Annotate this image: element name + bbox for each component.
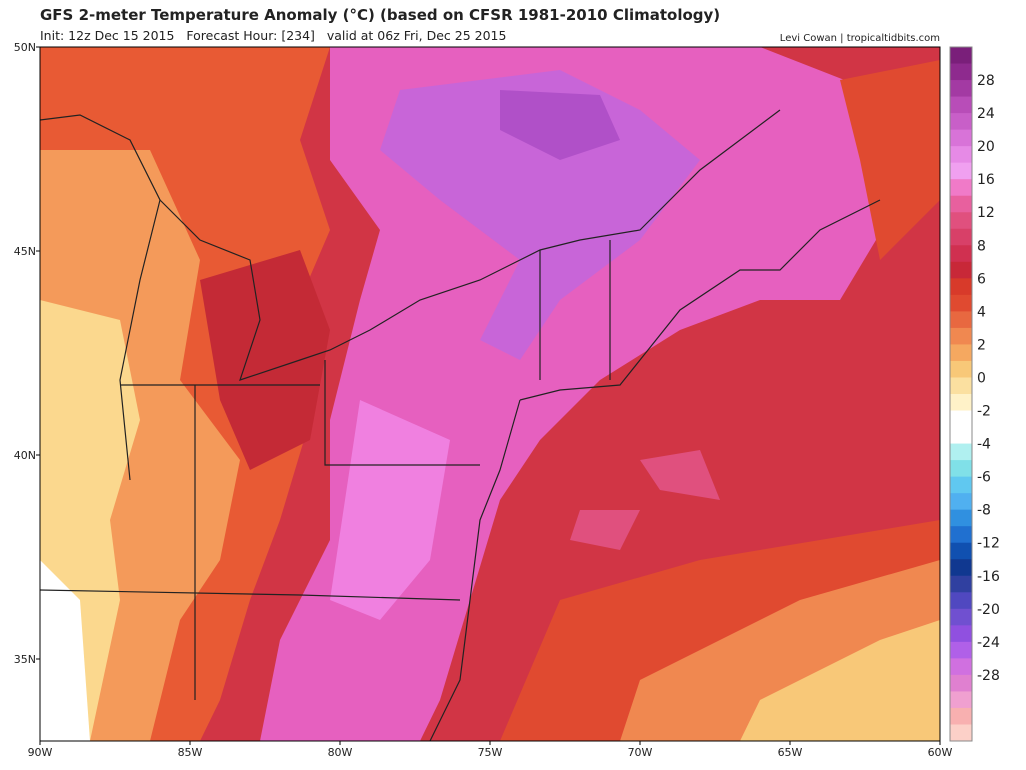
lon-label: 60W [928, 746, 953, 759]
colorbar-segment [950, 360, 972, 378]
colorbar-segment [950, 113, 972, 131]
lon-label: 85W [178, 746, 203, 759]
colorbar-label: 6 [977, 271, 986, 287]
colorbar-segment [950, 394, 972, 412]
colorbar-label: -6 [977, 470, 991, 486]
colorbar-segment [950, 179, 972, 197]
colorbar-label: 2 [977, 337, 986, 353]
colorbar-segment [950, 327, 972, 345]
colorbar-segment [950, 278, 972, 296]
colorbar-segment [950, 377, 972, 395]
colorbar-segment [950, 575, 972, 593]
colorbar-segment [950, 658, 972, 676]
lat-label: 35N [14, 653, 36, 666]
colorbar-label: -2 [977, 404, 991, 420]
lat-label: 45N [14, 245, 36, 258]
lat-label: 50N [14, 41, 36, 54]
map [40, 47, 940, 741]
colorbar-label: 16 [977, 172, 995, 188]
colorbar-segment [950, 195, 972, 213]
lon-label: 65W [778, 746, 803, 759]
title: GFS 2-meter Temperature Anomaly (°C) (ba… [40, 6, 720, 24]
credit: Levi Cowan | tropicaltidbits.com [780, 33, 940, 44]
colorbar-segment [950, 212, 972, 230]
colorbar-segment [950, 460, 972, 478]
colorbar-segment [950, 559, 972, 577]
colorbar-segment [950, 509, 972, 527]
colorbar-segment [950, 311, 972, 329]
colorbar-segment [950, 427, 972, 445]
colorbar-label: 0 [977, 370, 986, 386]
colorbar-segment [950, 129, 972, 147]
colorbar-segment [950, 162, 972, 180]
colorbar-label: -8 [977, 503, 991, 519]
colorbar-segment [950, 443, 972, 461]
colorbar-segment [950, 410, 972, 428]
colorbar-segment [950, 707, 972, 725]
colorbar-segment [950, 294, 972, 312]
colorbar-segment [950, 80, 972, 98]
colorbar-label: -24 [977, 635, 1000, 651]
colorbar-label: -20 [977, 602, 1000, 618]
colorbar-segment [950, 526, 972, 544]
colorbar-segment [950, 476, 972, 494]
colorbar-segment [950, 228, 972, 246]
lon-label: 90W [28, 746, 53, 759]
colorbar-label: 8 [977, 238, 986, 254]
colorbar-frame [949, 46, 973, 742]
subtitle: Init: 12z Dec 15 2015 Forecast Hour: [23… [40, 28, 506, 43]
colorbar-segment [950, 641, 972, 659]
colorbar-segment [950, 592, 972, 610]
colorbar-label: 4 [977, 304, 986, 320]
colorbar-segment [950, 344, 972, 362]
colorbar-label: 12 [977, 205, 995, 221]
lon-label: 75W [478, 746, 503, 759]
colorbar-segment [950, 724, 972, 742]
colorbar-label: 20 [977, 139, 995, 155]
colorbar-label: -16 [977, 569, 1000, 585]
colorbar-segment [950, 691, 972, 709]
colorbar-label: 28 [977, 73, 995, 89]
colorbar-segment [950, 63, 972, 81]
colorbar-segment [950, 542, 972, 560]
colorbar-label: 24 [977, 106, 995, 122]
colorbar-segment [950, 261, 972, 279]
colorbar-segment [950, 625, 972, 643]
lat-label: 40N [14, 449, 36, 462]
colorbar-segment [950, 96, 972, 114]
colorbar-label: -4 [977, 437, 991, 453]
lon-label: 70W [628, 746, 653, 759]
colorbar-segment [950, 493, 972, 511]
colorbar-label: -12 [977, 536, 1000, 552]
colorbar-segment [950, 146, 972, 164]
colorbar-segment [950, 47, 972, 65]
colorbar-segment [950, 245, 972, 263]
colorbar-segment [950, 674, 972, 692]
colorbar-segment [950, 608, 972, 626]
lon-label: 80W [328, 746, 353, 759]
colorbar-label: -28 [977, 668, 1000, 684]
